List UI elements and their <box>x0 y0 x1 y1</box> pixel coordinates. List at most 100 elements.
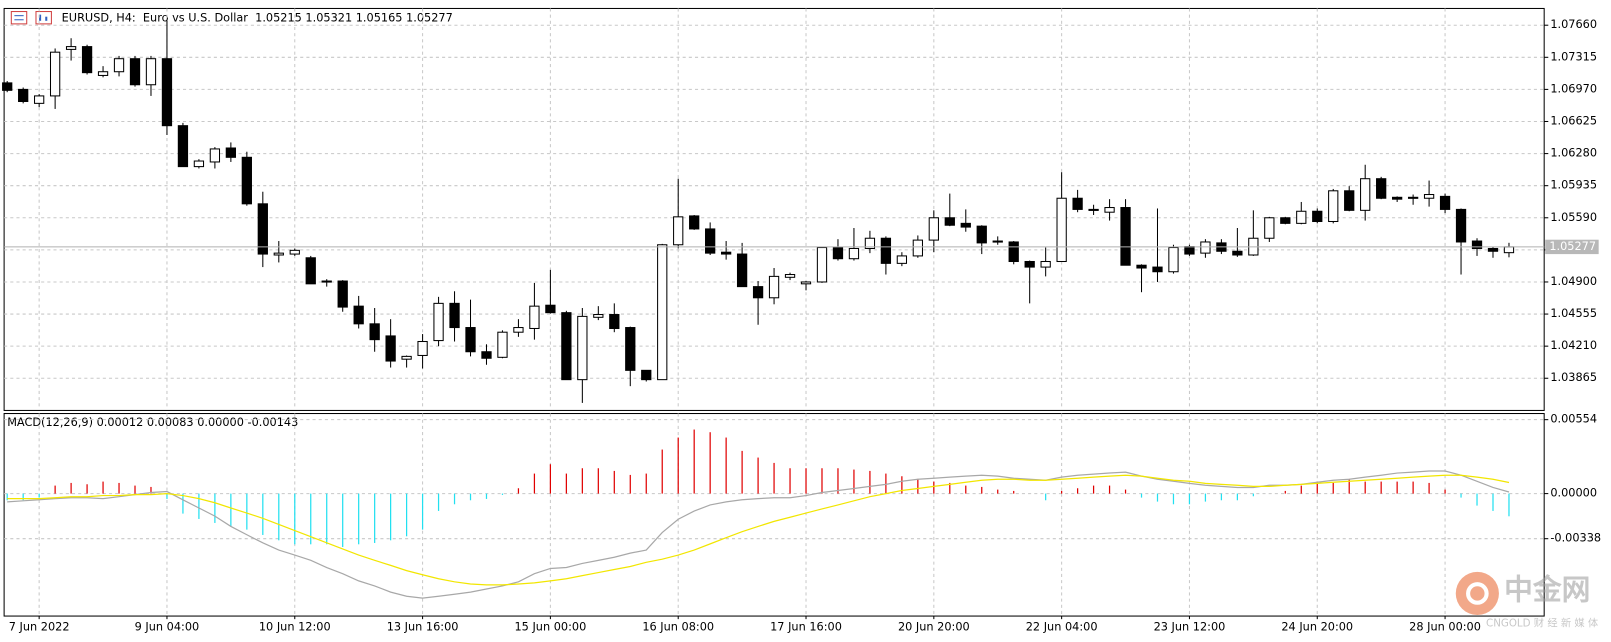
candle-body <box>529 305 540 329</box>
candle-body <box>768 275 780 299</box>
macd-label: MACD(12,26,9) 0.00012 0.00083 0.00000 -0… <box>7 416 298 429</box>
watermark-subtitle: CNGOLD 财 经 新 媒 体 <box>1486 616 1598 629</box>
candle-body <box>1232 250 1243 256</box>
candle-body <box>289 249 300 255</box>
watermark-title: 中金网 <box>1504 572 1590 606</box>
candle-body <box>1423 194 1435 199</box>
y-tick-label: -0.00338 <box>1550 532 1601 545</box>
candle-body <box>1168 247 1179 273</box>
candle-body <box>896 255 908 264</box>
main-panel <box>3 7 1545 411</box>
candle-body <box>481 351 492 359</box>
candle-body <box>241 156 252 205</box>
x-tick-label: 10 Jun 12:00 <box>259 620 331 633</box>
candle-body <box>1487 247 1499 252</box>
candle-body <box>848 247 860 260</box>
y-tick-label: 1.04555 <box>1550 307 1597 320</box>
candle-body <box>1088 208 1099 211</box>
candle-body <box>1503 246 1515 254</box>
price-label-box <box>1545 239 1599 255</box>
watermark-logo <box>1455 571 1499 616</box>
candle-body <box>705 228 716 254</box>
candle-body <box>1200 241 1211 254</box>
candle-body <box>145 58 157 86</box>
candle-body <box>1391 196 1403 200</box>
candle-body <box>1056 197 1067 263</box>
candle-body <box>673 216 684 246</box>
macd-line <box>7 474 1510 586</box>
candle-body <box>353 305 364 325</box>
candle-body <box>1264 217 1275 239</box>
icon-list <box>10 11 28 25</box>
candle-body <box>864 237 876 249</box>
candle-body <box>401 355 412 360</box>
y-tick-label: 1.04210 <box>1550 339 1597 352</box>
candle-body <box>1376 178 1387 199</box>
y-tick-label: 1.06970 <box>1550 82 1597 95</box>
candle-body <box>449 302 460 329</box>
candle-body <box>800 281 812 285</box>
candle-body <box>1040 260 1051 268</box>
candle-body <box>225 147 237 158</box>
candle-body <box>113 58 125 73</box>
candle-body <box>273 252 284 256</box>
candle-body <box>1407 196 1419 199</box>
candle-body <box>1344 190 1355 211</box>
candle-body <box>1280 217 1291 224</box>
y-tick-label: 1.07315 <box>1550 50 1597 63</box>
candle-body <box>465 327 476 353</box>
candle-body <box>1455 208 1467 243</box>
candle-body <box>912 239 923 257</box>
candle-body <box>65 46 77 50</box>
candle-body <box>720 251 732 255</box>
candle-body <box>193 160 205 168</box>
candle-body <box>1104 207 1115 213</box>
y-tick-label: 1.04900 <box>1550 275 1597 288</box>
candle-body <box>960 222 971 228</box>
candle-body <box>1152 266 1163 273</box>
candle-body <box>928 217 939 241</box>
candle-body <box>177 125 189 168</box>
candle-body <box>832 247 844 260</box>
candle-body <box>545 304 556 314</box>
x-tick-label: 28 Jun 00:00 <box>1409 620 1481 633</box>
x-tick-label: 17 Jun 16:00 <box>770 620 842 633</box>
candle-body <box>625 327 636 371</box>
macd-panel <box>3 413 1545 617</box>
candle-body <box>97 71 109 76</box>
candle-body <box>944 217 955 226</box>
y-tick-label: 0.00000 <box>1550 487 1597 500</box>
candle-body <box>577 315 588 381</box>
chart-title: EURUSD, H4: Euro vs U.S. Dollar 1.05215 … <box>62 12 453 25</box>
candle-body <box>880 237 892 264</box>
candle-body <box>257 203 268 255</box>
x-tick-label: 20 Jun 20:00 <box>898 620 970 633</box>
x-tick-label: 13 Jun 16:00 <box>387 620 459 633</box>
candle-body <box>784 274 796 278</box>
price-label: 1.05277 <box>1549 240 1596 253</box>
candle-body <box>81 46 93 74</box>
watermark: 中金网 CNGOLD 财 经 新 媒 体 <box>1455 571 1598 629</box>
candle-body <box>513 327 524 333</box>
candle-body <box>657 244 668 381</box>
candle-body <box>34 95 45 104</box>
candle-body <box>209 148 221 163</box>
candle-body <box>609 314 620 329</box>
candle-body <box>1136 264 1147 269</box>
candle-body <box>49 51 61 97</box>
x-tick-label: 16 Jun 08:00 <box>642 620 714 633</box>
candle-body <box>976 225 987 244</box>
candle-body <box>1312 210 1323 223</box>
candle-body <box>129 58 141 86</box>
candle-body <box>305 257 316 285</box>
candle-body <box>752 286 764 299</box>
candle-body <box>161 58 173 127</box>
candle-body <box>337 280 348 308</box>
candle-body <box>561 312 572 381</box>
x-tick-label: 22 Jun 04:00 <box>1026 620 1098 633</box>
candle-body <box>321 280 332 283</box>
candle-body <box>417 340 428 356</box>
candle-body <box>433 302 444 342</box>
